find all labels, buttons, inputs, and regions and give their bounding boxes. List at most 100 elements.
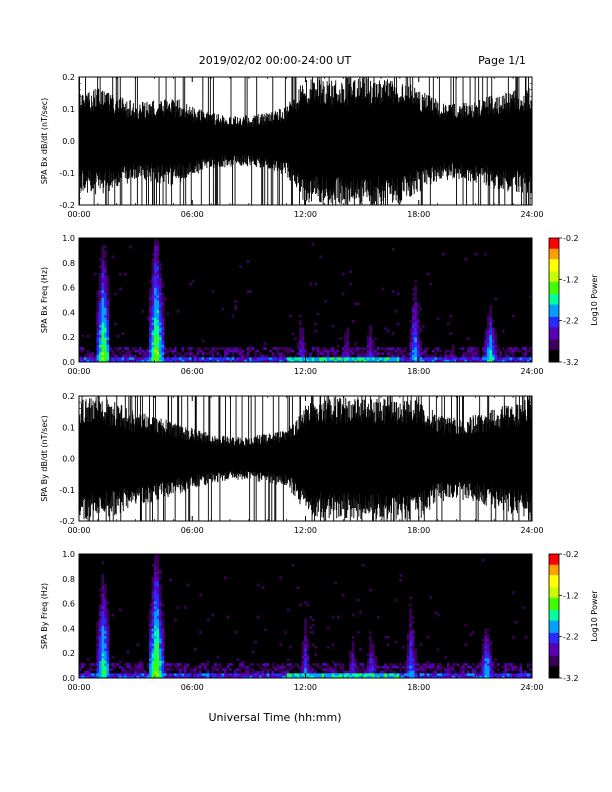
spectrogram-cell — [216, 668, 220, 671]
spectrogram-cell — [524, 337, 528, 340]
spectrogram-cell — [414, 309, 418, 313]
spectrogram-cell — [411, 334, 415, 338]
spectrogram-cell — [329, 319, 333, 323]
spectrogram-cell — [154, 630, 157, 634]
spectrogram-cell — [219, 675, 222, 679]
spectrogram-cell — [289, 618, 293, 622]
spectrogram-cell — [101, 603, 105, 607]
spectrogram-cell — [331, 352, 335, 355]
spectrogram-cell — [131, 601, 135, 604]
spectrogram-cell — [99, 332, 102, 336]
spectrogram-cell — [176, 576, 180, 580]
spectrogram-cell — [156, 640, 160, 644]
spectrogram-cell — [136, 307, 140, 311]
spectrogram-cell — [296, 334, 300, 338]
spectrogram-cell — [279, 673, 283, 676]
spectrogram-cell — [161, 357, 165, 360]
spectrogram-cell — [304, 640, 308, 644]
spectrogram-cell — [259, 342, 262, 345]
spectrogram-cell — [371, 663, 375, 666]
spectrogram-cell — [106, 643, 110, 647]
spectrogram-cell — [504, 255, 508, 259]
spectrogram-cell — [156, 675, 160, 679]
spectrogram-cell — [129, 352, 132, 355]
spectrogram-cell — [299, 623, 303, 627]
spectrogram-cell — [329, 329, 333, 333]
spectrogram-cell — [174, 633, 177, 637]
spectrogram-cell — [346, 357, 350, 360]
spectrogram-cell — [421, 272, 425, 276]
spectrogram-cell — [361, 653, 365, 656]
spectrogram-cell — [364, 359, 368, 363]
spectrogram-cell — [116, 673, 120, 676]
spectrogram-cell — [181, 670, 185, 674]
spectrogram-cell — [369, 317, 373, 321]
spectrogram-cell — [411, 347, 415, 350]
spectrogram-cell — [496, 312, 500, 316]
spectrogram-cell — [281, 359, 285, 363]
spectrogram-cell — [139, 352, 142, 355]
spectrogram-cell — [81, 319, 85, 323]
spectrogram-cell — [96, 633, 100, 637]
spectrogram-cell — [289, 628, 293, 632]
spectrogram-cell — [461, 354, 465, 358]
spectrogram-cell — [404, 334, 408, 338]
spectrogram-cell — [371, 655, 375, 659]
spectrogram-cell — [159, 304, 162, 308]
spectrogram-cell — [84, 665, 87, 669]
spectrogram-cell — [526, 332, 530, 336]
spectrogram-cell — [364, 337, 368, 340]
spectrogram-cell — [101, 334, 105, 338]
spectrogram-cell — [241, 670, 245, 674]
spectrogram-cell — [226, 342, 230, 345]
spectrogram-cell — [366, 606, 370, 609]
spectrogram-cell — [401, 322, 405, 326]
spectrogram-cell — [389, 352, 393, 355]
spectrogram-cell — [154, 598, 157, 602]
spectrogram-cell — [101, 252, 105, 256]
spectrogram-cell — [444, 339, 448, 343]
spectrogram-cell — [384, 327, 388, 331]
spectrogram-cell — [159, 601, 162, 604]
spectrogram-cell — [139, 334, 142, 338]
spectrogram-cell — [444, 309, 448, 313]
spectrogram-cell — [134, 309, 137, 313]
colorbar-segment — [549, 312, 559, 315]
spectrogram-cell — [361, 620, 365, 624]
spectrogram-cell — [251, 349, 255, 353]
spectrogram-cell — [156, 287, 160, 291]
spectrogram-cell — [356, 630, 360, 634]
spectrogram-cell — [356, 285, 360, 288]
spectrogram-cell — [221, 297, 225, 301]
spectrogram-cell — [376, 339, 380, 343]
spectrogram-cell — [184, 645, 187, 649]
spectrogram-cell — [244, 354, 247, 358]
spectrogram-cell — [156, 275, 160, 278]
spectrogram-cell — [81, 673, 85, 676]
spectrogram-cell — [326, 623, 330, 627]
spectrogram-cell — [456, 352, 460, 355]
spectrogram-cell — [359, 262, 363, 266]
spectrogram-cell — [359, 352, 363, 355]
spectrogram-cell — [429, 359, 433, 363]
spectrogram-cell — [251, 347, 255, 350]
spectrogram-cell — [156, 247, 160, 251]
spectrogram-cell — [306, 675, 310, 679]
spectrogram-cell — [351, 354, 355, 358]
spectrogram-cell — [286, 650, 290, 654]
spectrogram-cell — [326, 591, 330, 594]
spectrogram-cell — [221, 359, 225, 363]
spectrogram-cell — [104, 628, 107, 632]
spectrogram-cell — [104, 665, 107, 669]
spectrogram-cell — [184, 650, 187, 654]
spectrogram-cell — [339, 673, 343, 676]
spectrogram-cell — [141, 618, 145, 622]
spectrogram-cell — [359, 349, 363, 353]
spectrogram-cell — [281, 327, 285, 331]
spectrogram-cell — [371, 640, 375, 644]
spectrogram-cell — [394, 352, 398, 355]
spectrogram-cell — [109, 347, 112, 350]
spectrogram-cell — [91, 620, 95, 624]
spectrogram-cell — [86, 347, 90, 350]
spectrogram-cell — [236, 675, 240, 679]
